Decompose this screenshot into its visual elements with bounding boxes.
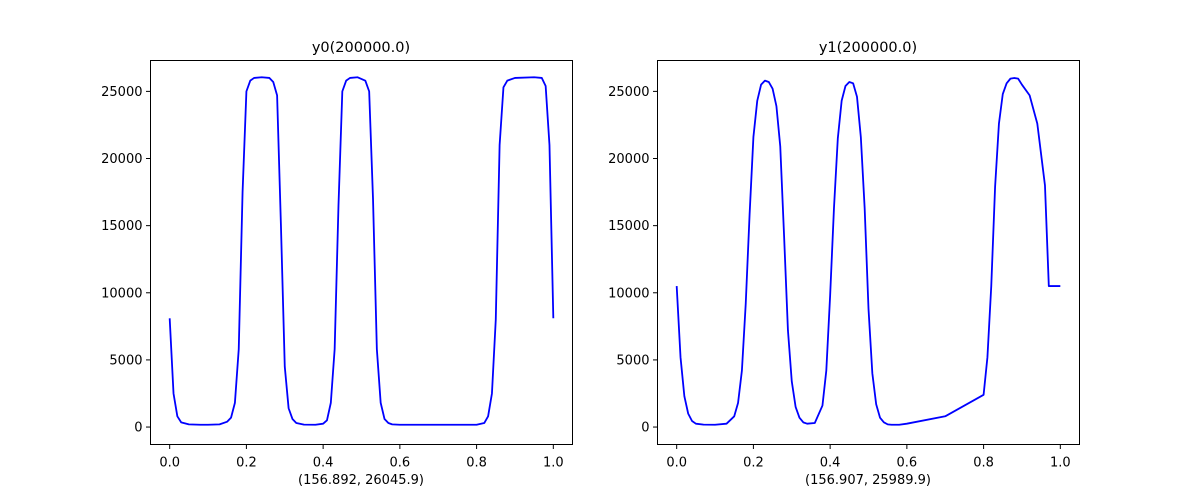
axes-frame [150,60,573,445]
x-tick-label: 0.2 [236,456,257,471]
y-tick-label: 15000 [101,219,142,234]
x-tick-label: 1.0 [543,456,564,471]
x-tick-label: 0.6 [390,456,411,471]
y-tick-label: 25000 [101,85,142,100]
y-tick-label: 15000 [608,219,649,234]
x-tick-label: 0.4 [313,456,334,471]
chart-title: y0(200000.0) [312,40,410,56]
series-lines [675,77,1061,426]
axis-ticks: 0.0 0.2 0.4 0.6 0.8 1.0 0 5000 10000 15000 20000 25… [101,85,564,471]
axis-ticks: 0.0 0.2 0.4 0.6 0.8 1.0 0 5000 10000 15000 20000 25… [608,85,1071,471]
subplot-y0: y0(200000.0) 0.0 0.2 0.4 0.6 0.8 1.0 0 5000 1000… [101,40,573,488]
x-axis-label: (156.892, 26045.9) [298,473,424,488]
x-tick-label: 0.0 [666,456,687,471]
y-tick-label: 25000 [608,85,649,100]
y-tick-label: 0 [134,421,142,436]
x-tick-label: 0.0 [159,456,180,471]
y-tick-label: 0 [641,421,649,436]
x-tick-label: 0.4 [820,456,841,471]
series-line [168,76,555,426]
y-tick-label: 20000 [101,152,142,167]
y-tick-label: 5000 [616,353,649,368]
series-line [675,77,1061,426]
y-tick-label: 10000 [608,286,649,301]
x-axis-label: (156.907, 25989.9) [805,473,931,488]
chart-title: y1(200000.0) [819,40,917,56]
x-tick-label: 1.0 [1050,456,1071,471]
y-tick-label: 5000 [109,353,142,368]
y-tick-label: 20000 [608,152,649,167]
x-tick-label: 0.6 [897,456,918,471]
x-tick-label: 0.8 [466,456,487,471]
x-tick-label: 0.2 [743,456,764,471]
subplot-y1: y1(200000.0) 0.0 0.2 0.4 0.6 0.8 1.0 0 5000 1000… [608,40,1080,488]
y-tick-label: 10000 [101,286,142,301]
x-tick-label: 0.8 [973,456,994,471]
series-lines [168,76,555,426]
axes-frame [657,60,1080,445]
